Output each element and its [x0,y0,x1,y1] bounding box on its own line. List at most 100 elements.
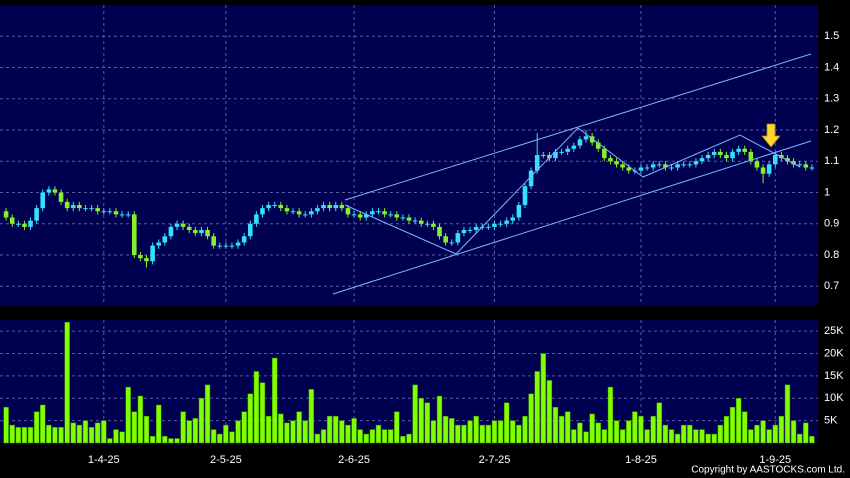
volume-bar [265,415,272,444]
volume-bar [613,420,620,444]
volume-bar [784,384,791,444]
volume-bar [778,415,785,444]
x-tick-label: 1-9-25 [759,454,791,466]
candle-body [608,158,613,162]
zigzag [344,127,801,255]
volume-bar [272,357,278,444]
candle-body [107,211,113,213]
candle-body [504,220,509,224]
volume-bar [162,436,168,444]
candle-body [754,161,760,168]
candle-body [748,151,754,162]
candle-body [217,245,223,247]
volume-bar [46,424,52,444]
candle-body [132,214,137,255]
candle-body [681,164,686,166]
volume-bar [381,429,388,444]
candle-body [644,167,650,169]
candle-body [223,245,229,247]
candle-body [534,155,540,171]
volume-bar [198,398,205,444]
volume-bar [296,411,302,444]
candle-body [52,189,58,193]
candle-body [656,164,662,166]
candle-body [693,161,699,165]
candle-body [803,164,809,168]
candle-body [9,217,15,224]
volume-bar [345,424,351,444]
candle-body [351,214,357,216]
candle-body [205,230,210,237]
volume-bar [619,429,626,444]
candle-body [363,214,369,218]
candle-body [113,211,119,215]
volume-bar [565,411,571,444]
volume-bar [595,422,601,444]
volume-bar [253,371,260,444]
candle-body [77,205,82,209]
candle-body [742,148,748,152]
volume-bar [302,420,308,444]
volume-bar [723,415,730,444]
candle-body [394,214,400,218]
candle-body [425,223,430,225]
volume-bar [320,429,327,444]
candle-body [760,167,766,174]
volume-bar [156,404,162,444]
y-tick-label: 0.9 [824,218,839,230]
volume-bar [168,438,174,444]
volume-bar [601,429,608,444]
volume-bar [223,424,229,444]
volume-bar [101,420,107,444]
candle-body [620,164,625,168]
candle-body [492,223,497,227]
candle-body [266,205,271,209]
volume-bar [546,380,553,444]
candle-body [699,158,705,162]
volume-bar [571,429,577,444]
candle-body [296,211,302,215]
candle-body [247,223,253,237]
candle-body [193,230,198,234]
trend-lines [332,53,812,295]
candle-body [119,214,125,216]
volume-bar [796,433,803,444]
candle-body [669,167,674,169]
volume-bar [430,420,437,444]
candle-body [3,211,9,218]
candle-body [541,155,546,156]
volume-bar [766,429,772,444]
y-tick-label: 1.2 [824,124,839,136]
price-panel [0,5,818,305]
candle-body [730,151,735,159]
volume-bar [241,411,247,444]
y-tick-label: 5K [824,415,838,427]
candle-body [687,164,693,166]
candle-body [785,158,790,162]
candle-body [101,211,107,213]
volume-bar [656,402,662,444]
volume-bar [729,406,736,444]
y-tick-label: 1.5 [824,30,839,42]
volume-bar [387,429,394,444]
candle-body [388,214,393,216]
volume-bar [125,386,131,444]
volume-bar [558,415,565,444]
candle-body [650,164,656,168]
candle-body [473,226,479,230]
candle-body [663,164,668,168]
volume-bar [577,422,583,444]
volume-bar [333,415,339,444]
candle-body [321,205,326,209]
volume-bar [229,431,235,444]
x-tick-label: 2-6-25 [338,454,370,466]
candle-body [510,217,516,221]
candle-body [180,223,186,227]
candle-body [559,151,564,153]
volume-bar [534,371,540,444]
volume-bar [192,418,199,444]
volume-bar [668,429,675,444]
volume-bar [754,424,760,444]
volume-bar [107,438,113,444]
volume-bar [589,413,595,444]
